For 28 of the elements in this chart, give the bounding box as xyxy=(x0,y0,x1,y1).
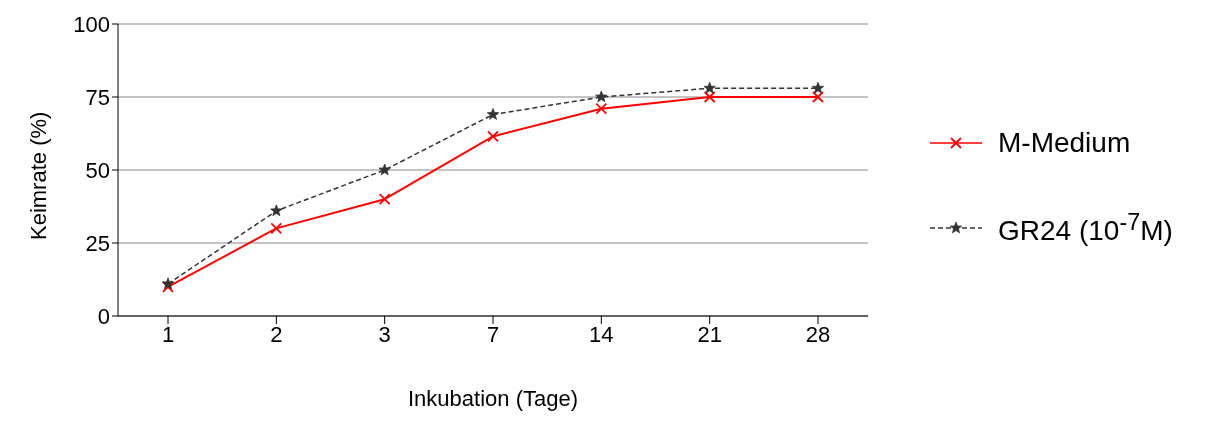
point xyxy=(487,130,499,143)
point xyxy=(703,91,716,103)
y-tick-label: 50 xyxy=(85,157,110,183)
x-tick-label: 28 xyxy=(805,321,831,347)
x-tick-label: 7 xyxy=(486,321,500,347)
point xyxy=(378,193,391,206)
point xyxy=(595,102,608,115)
x-tick-label: 14 xyxy=(589,321,614,347)
x-tick-label: 2 xyxy=(270,321,283,347)
point xyxy=(270,204,283,217)
y-tick-label: 0 xyxy=(97,303,110,329)
point xyxy=(703,81,716,94)
y-tick-label: 25 xyxy=(85,230,110,256)
x-axis-title: Inkubation (Tage) xyxy=(408,386,578,411)
point xyxy=(486,108,500,120)
point xyxy=(270,222,283,235)
legend-label: M-Medium xyxy=(998,126,1131,159)
point xyxy=(595,90,608,103)
point xyxy=(378,163,391,176)
x-tick-label: 1 xyxy=(161,321,175,347)
y-tick-label: 100 xyxy=(73,11,110,37)
point xyxy=(812,91,824,103)
y-axis-title: Keimrate (%) xyxy=(25,111,51,240)
point xyxy=(811,81,825,94)
legend-label: GR24 (10$^{-7}$M) xyxy=(998,208,1173,248)
x-tick-label: 3 xyxy=(378,321,391,347)
x-tick-label: 21 xyxy=(697,321,722,347)
y-tick-label: 75 xyxy=(85,84,110,110)
